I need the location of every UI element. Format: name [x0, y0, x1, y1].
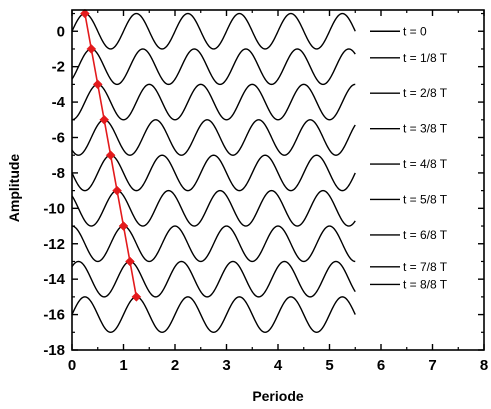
- x-axis-title: Periode: [252, 388, 304, 404]
- legend-label: t = 0: [403, 24, 427, 38]
- y-tick-label: -18: [43, 342, 65, 359]
- wave-series-line: [71, 83, 356, 121]
- y-tick-label: -16: [43, 307, 65, 324]
- wave-series-line: [71, 189, 356, 227]
- crest-marker: [118, 221, 129, 231]
- x-tick-label: 1: [119, 357, 127, 374]
- legend-label: t = 1/8 T: [403, 51, 448, 65]
- y-tick-label: -8: [52, 165, 65, 182]
- y-tick-label: -2: [52, 59, 65, 76]
- crest-marker: [99, 114, 110, 125]
- x-tick-label: 6: [377, 357, 385, 374]
- wave-series-line: [71, 154, 356, 192]
- plot-axes: 0 1 2 3 4 5 6 7 8 0 -2 -4 -6 -8 -10 -12 -14 -16 -18: [43, 9, 488, 374]
- x-tick-label: 4: [274, 357, 283, 374]
- wave-series-line: [71, 225, 356, 263]
- y-tick-label: -12: [43, 236, 65, 253]
- legend: t = 0 t = 1/8 T t = 2/8 T t = 3/8 T t = 4/8 …: [370, 24, 448, 291]
- legend-label: t = 7/8 T: [403, 260, 448, 274]
- x-tick-label: 3: [222, 357, 230, 374]
- y-tick-label: 0: [57, 23, 65, 40]
- legend-label: t = 2/8 T: [403, 86, 448, 100]
- crest-marker: [80, 8, 90, 19]
- legend-label: t = 8/8 T: [403, 277, 448, 291]
- wave-series-line: [71, 12, 356, 50]
- legend-label: t = 3/8 T: [403, 122, 448, 136]
- x-tick-label: 5: [325, 357, 333, 374]
- legend-label: t = 6/8 T: [403, 228, 448, 242]
- crest-marker: [92, 79, 103, 90]
- wave-series-line: [71, 48, 356, 86]
- y-tick-label: -6: [52, 130, 65, 147]
- x-tick-label: 0: [68, 357, 76, 374]
- crest-marker: [105, 150, 116, 161]
- y-tick-label: -4: [52, 94, 66, 111]
- legend-label: t = 5/8 T: [403, 192, 448, 206]
- y-tick-label: -10: [43, 200, 65, 217]
- crest-marker: [131, 292, 142, 302]
- y-tick-label: -14: [43, 271, 65, 288]
- y-axis-title: Amplitude: [6, 154, 22, 223]
- wave-series-line: [71, 296, 356, 333]
- x-tick-label: 8: [480, 357, 488, 374]
- crest-marker: [86, 44, 97, 54]
- x-tick-label: 2: [171, 357, 179, 374]
- legend-label: t = 4/8 T: [403, 157, 448, 171]
- wave-series-line: [71, 260, 356, 298]
- wave-series-line: [71, 119, 356, 156]
- x-tick-label: 7: [428, 357, 436, 374]
- crest-marker: [112, 185, 122, 196]
- crest-track-group: [80, 8, 142, 302]
- crest-marker: [125, 256, 135, 267]
